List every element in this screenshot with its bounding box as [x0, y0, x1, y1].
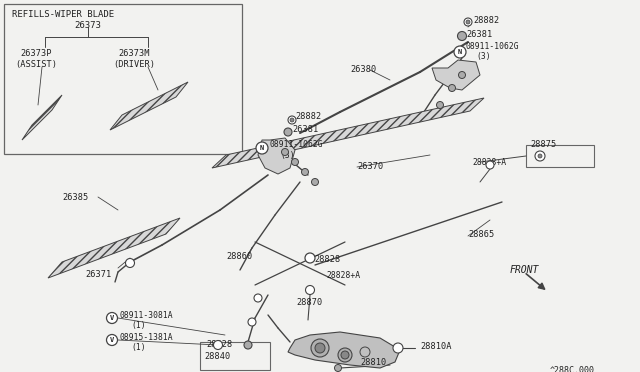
Circle shape: [248, 318, 256, 326]
Text: 08915-1381A: 08915-1381A: [119, 333, 173, 342]
Text: (3): (3): [476, 52, 491, 61]
Polygon shape: [212, 98, 484, 168]
Circle shape: [360, 347, 370, 357]
Text: 26381: 26381: [466, 30, 492, 39]
Text: 28810: 28810: [360, 358, 387, 367]
Text: N: N: [260, 145, 264, 151]
Circle shape: [454, 46, 466, 58]
Circle shape: [256, 142, 268, 154]
Text: V: V: [110, 315, 114, 321]
Circle shape: [301, 169, 308, 176]
Text: 26385: 26385: [62, 193, 88, 202]
Circle shape: [106, 312, 118, 324]
Text: N: N: [458, 49, 462, 55]
Bar: [4, 4, 242, 154]
Text: 28828: 28828: [206, 340, 232, 349]
Polygon shape: [22, 95, 62, 140]
Text: (1): (1): [131, 343, 146, 352]
Polygon shape: [432, 60, 480, 90]
Text: V: V: [110, 337, 114, 343]
Polygon shape: [288, 332, 400, 368]
Circle shape: [458, 32, 467, 41]
Circle shape: [288, 116, 296, 124]
Text: 28882: 28882: [473, 16, 499, 25]
Text: (1): (1): [131, 321, 146, 330]
Polygon shape: [258, 138, 295, 174]
Circle shape: [449, 84, 456, 92]
Circle shape: [458, 71, 465, 78]
Bar: [200, 342, 270, 370]
Circle shape: [282, 148, 289, 155]
Circle shape: [315, 343, 325, 353]
Text: 28828: 28828: [314, 255, 340, 264]
Circle shape: [538, 154, 542, 158]
Circle shape: [312, 179, 319, 186]
Text: 28875: 28875: [530, 140, 556, 149]
Text: FRONT: FRONT: [510, 265, 540, 275]
Circle shape: [436, 102, 444, 109]
Polygon shape: [110, 82, 188, 130]
Circle shape: [464, 18, 472, 26]
Circle shape: [214, 340, 223, 350]
Text: 26381: 26381: [292, 125, 318, 134]
Bar: [526, 145, 594, 167]
Text: 26371: 26371: [85, 270, 111, 279]
Text: 28870: 28870: [296, 298, 323, 307]
Circle shape: [486, 161, 494, 169]
Text: 28828+A: 28828+A: [326, 271, 360, 280]
Circle shape: [305, 285, 314, 295]
Text: 28882: 28882: [295, 112, 321, 121]
Text: 28860: 28860: [226, 252, 252, 261]
Circle shape: [338, 348, 352, 362]
Text: 08911-1062G: 08911-1062G: [270, 140, 324, 149]
Circle shape: [466, 20, 470, 24]
Circle shape: [393, 343, 403, 353]
Circle shape: [335, 365, 342, 372]
Circle shape: [291, 158, 298, 166]
Text: 28840: 28840: [204, 352, 230, 361]
Text: 28865: 28865: [468, 230, 494, 239]
Circle shape: [535, 151, 545, 161]
Text: 26373P: 26373P: [20, 49, 51, 58]
Text: REFILLS-WIPER BLADE: REFILLS-WIPER BLADE: [12, 10, 114, 19]
Circle shape: [244, 341, 252, 349]
Text: 26373: 26373: [75, 21, 101, 30]
Text: (ASSIST): (ASSIST): [15, 60, 57, 69]
Text: 26373M: 26373M: [118, 49, 150, 58]
Circle shape: [106, 334, 118, 346]
Text: (DRIVER): (DRIVER): [113, 60, 155, 69]
Polygon shape: [48, 218, 180, 278]
Text: (3): (3): [280, 151, 294, 160]
Text: 08911-3081A: 08911-3081A: [119, 311, 173, 320]
Circle shape: [284, 128, 292, 136]
Text: 28810A: 28810A: [420, 342, 451, 351]
Text: 28828+A: 28828+A: [472, 158, 506, 167]
Circle shape: [254, 294, 262, 302]
Text: 26380: 26380: [350, 65, 376, 74]
Text: 26370: 26370: [357, 162, 383, 171]
Circle shape: [311, 339, 329, 357]
Text: ^288C.000: ^288C.000: [550, 366, 595, 372]
Text: 08911-1062G: 08911-1062G: [466, 42, 520, 51]
Circle shape: [341, 351, 349, 359]
Circle shape: [125, 259, 134, 267]
Circle shape: [305, 253, 315, 263]
Circle shape: [290, 118, 294, 122]
